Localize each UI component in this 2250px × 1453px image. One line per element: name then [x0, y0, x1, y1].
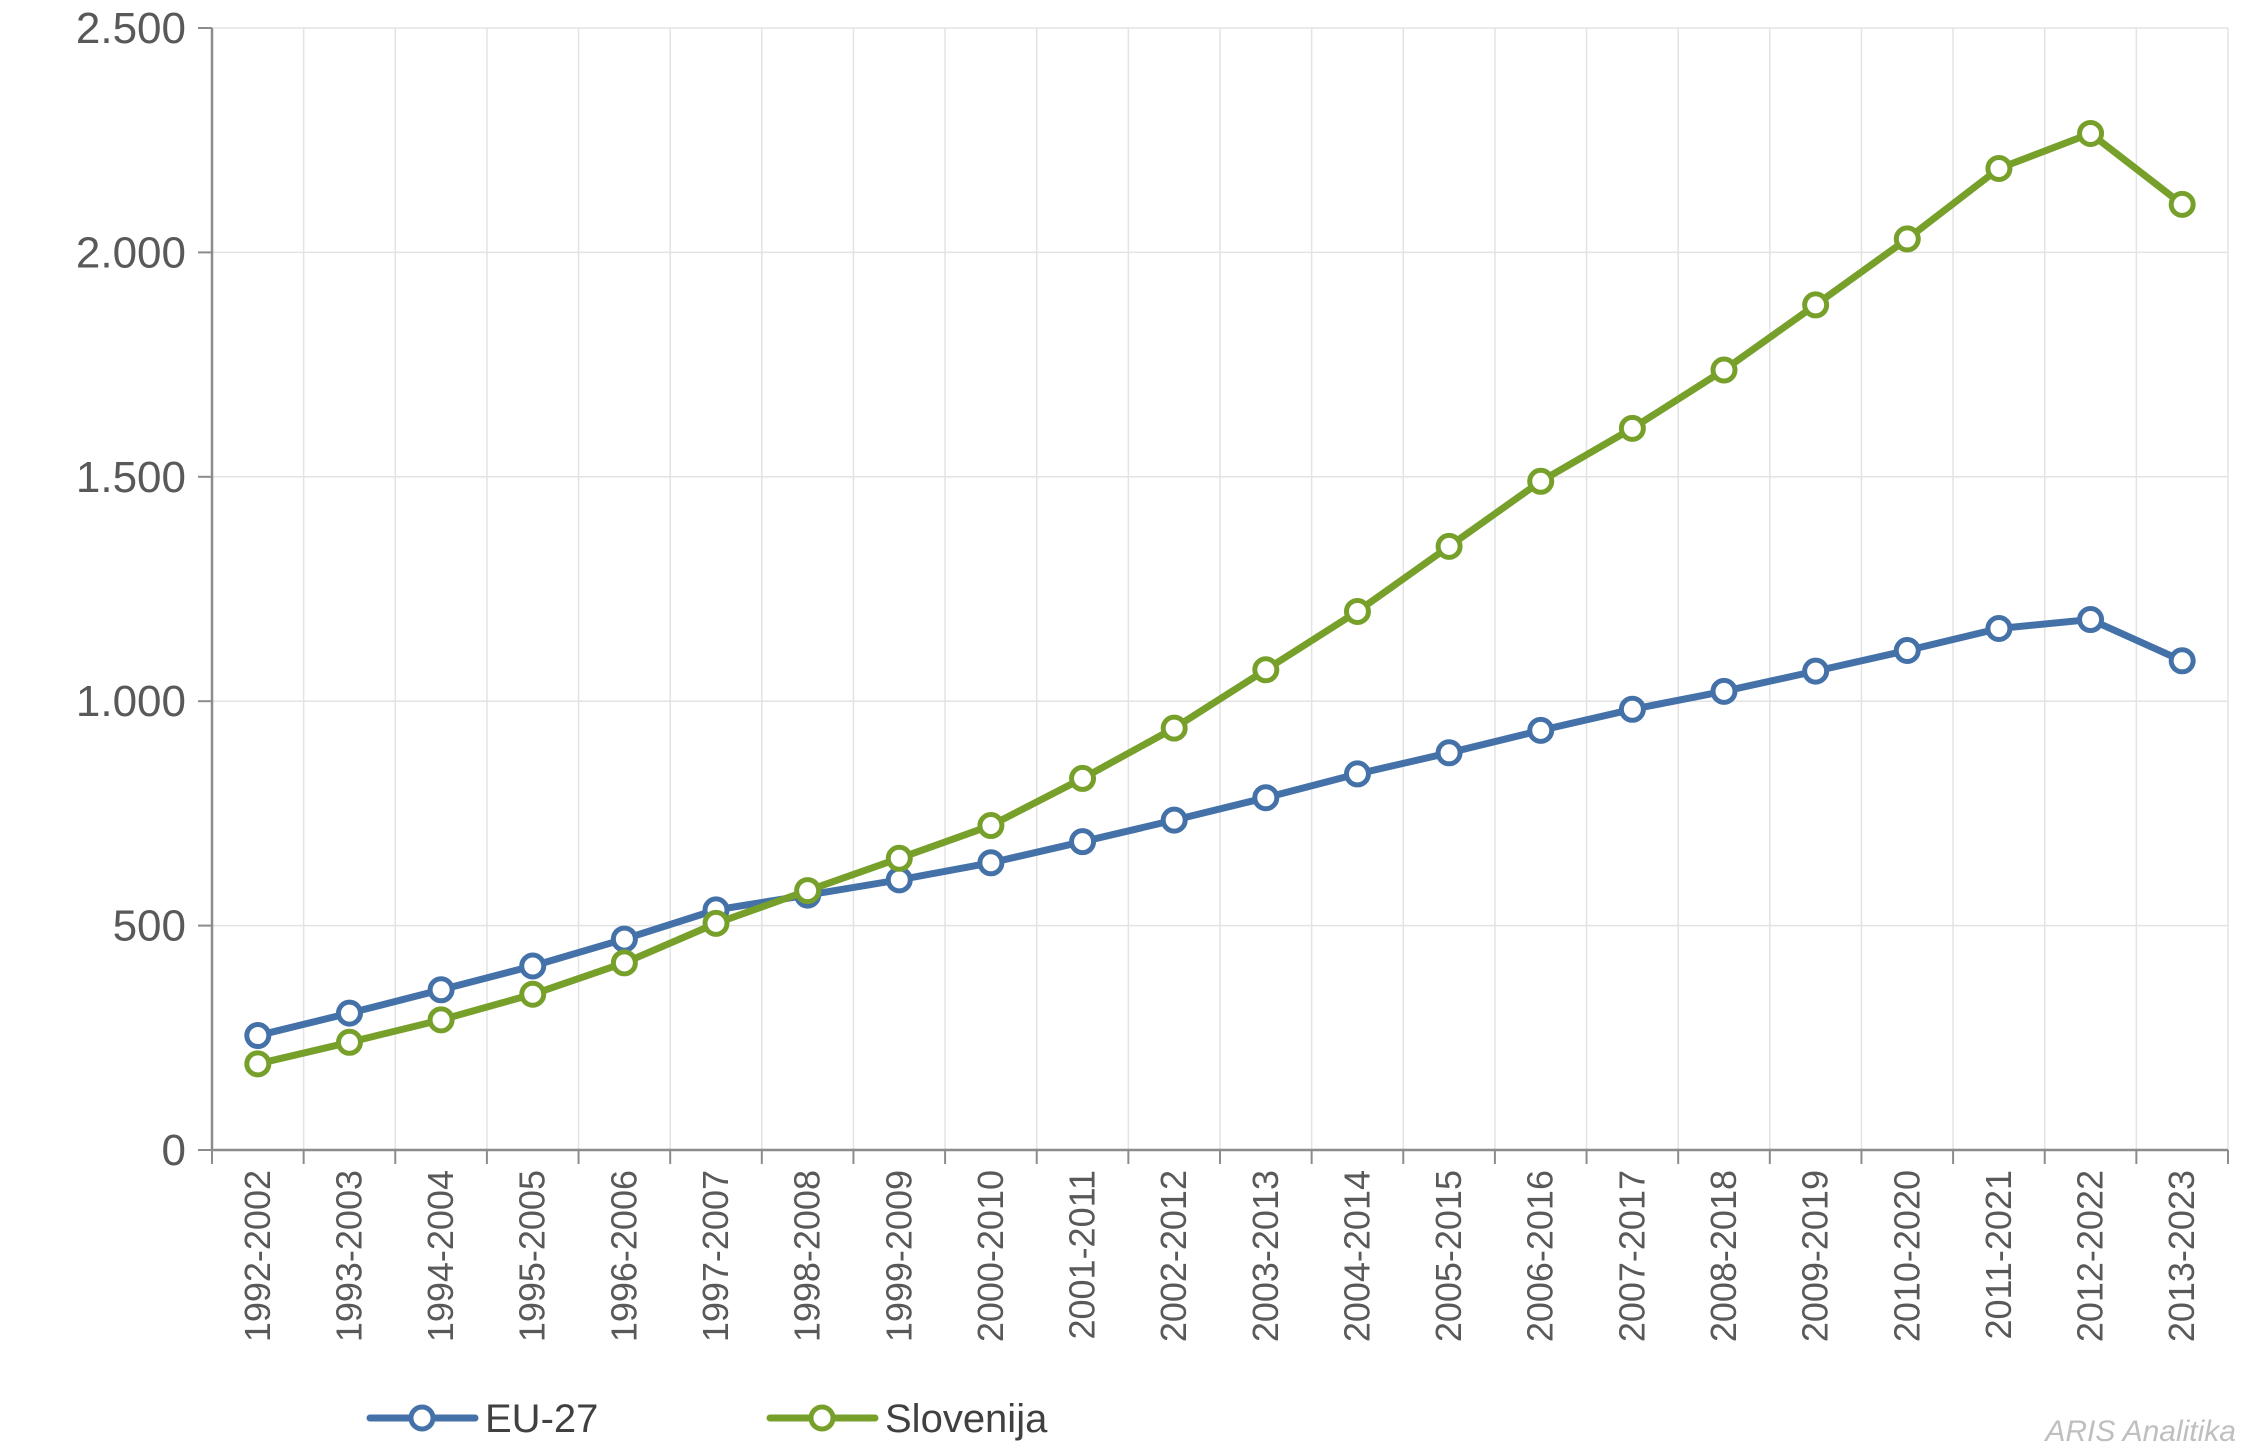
series-lines [244, 119, 2196, 1078]
x-tick-label: 2011-2021 [1978, 1170, 2019, 1340]
data-point [794, 877, 822, 905]
data-point [1160, 806, 1188, 834]
x-tick-label: 1995-2005 [512, 1170, 553, 1342]
series-0 [244, 606, 2196, 1050]
x-tick-label: 1992-2002 [237, 1170, 278, 1342]
x-tick-label: 2006-2016 [1520, 1170, 1561, 1342]
data-point [519, 952, 547, 980]
data-point [2077, 606, 2105, 634]
data-point [1069, 828, 1097, 856]
y-tick-label: 0 [162, 1126, 186, 1175]
axes [198, 27, 2229, 1164]
data-point [1252, 656, 1280, 684]
data-point [702, 909, 730, 937]
y-tick-label: 1.500 [76, 453, 186, 502]
y-tick-labels: 0 500 1.000 1.500 2.000 2.500 [76, 4, 186, 1175]
x-tick-label: 2001-2011 [1062, 1170, 1103, 1340]
legend: EU-27 Slovenija [366, 1397, 1048, 1441]
x-tick-labels: 1992-2002 1993-2003 1994-2004 1995-2005 1996… [237, 1170, 2202, 1342]
data-point [1160, 714, 1188, 742]
y-tick-label: 2.000 [76, 228, 186, 277]
x-tick-label: 1997-2007 [695, 1170, 736, 1342]
data-point [1802, 291, 1830, 319]
data-point [335, 999, 363, 1027]
data-point [1618, 414, 1646, 442]
data-point [1710, 677, 1738, 705]
legend-marker [408, 1404, 436, 1432]
legend-label: Slovenija [885, 1397, 1048, 1441]
data-point [1343, 597, 1371, 625]
data-point [1985, 154, 2013, 182]
series-line [254, 616, 2186, 1040]
legend-item-1: Slovenija [766, 1397, 1048, 1441]
data-point [1435, 532, 1463, 560]
data-point [1985, 614, 2013, 642]
data-point [1343, 760, 1371, 788]
data-point [1618, 695, 1646, 723]
data-point [1527, 716, 1555, 744]
legend-item-0: EU-27 [366, 1397, 598, 1441]
data-point [1802, 657, 1830, 685]
data-point [1527, 467, 1555, 495]
data-point [2077, 119, 2105, 147]
watermark-text: ARIS Analitika [2043, 1415, 2236, 1448]
x-tick-label: 1994-2004 [420, 1170, 461, 1342]
x-tick-label: 2008-2018 [1703, 1170, 1744, 1342]
data-point [1710, 356, 1738, 384]
x-tick-label: 2000-2010 [970, 1170, 1011, 1342]
x-tick-label: 2010-2020 [1886, 1170, 1927, 1342]
data-point [885, 844, 913, 872]
data-point [244, 1050, 272, 1078]
data-point [1069, 764, 1097, 792]
data-point [1893, 636, 1921, 664]
x-tick-label: 1999-2009 [878, 1170, 919, 1342]
data-point [427, 976, 455, 1004]
x-tick-label: 2009-2019 [1795, 1170, 1836, 1342]
legend-label: EU-27 [485, 1397, 598, 1441]
x-tick-label: 1998-2008 [787, 1170, 828, 1342]
x-tick-label: 2003-2013 [1245, 1170, 1286, 1342]
x-tick-label: 1993-2003 [328, 1170, 369, 1342]
data-point [610, 949, 638, 977]
data-point [885, 866, 913, 894]
x-tick-label: 2002-2012 [1153, 1170, 1194, 1342]
legend-marker [808, 1404, 836, 1432]
x-tick-label: 2012-2022 [2070, 1170, 2111, 1342]
data-point [610, 925, 638, 953]
data-point [335, 1028, 363, 1056]
y-tick-label: 1.000 [76, 677, 186, 726]
data-point [427, 1006, 455, 1034]
x-tick-label: 2007-2017 [1611, 1170, 1652, 1342]
data-point [1893, 225, 1921, 253]
y-tick-label: 500 [113, 902, 186, 951]
gridlines [212, 27, 2229, 1150]
y-tick-label: 2.500 [76, 4, 186, 53]
data-point [2168, 647, 2196, 675]
data-point [977, 849, 1005, 877]
data-point [1252, 784, 1280, 812]
x-tick-label: 2013-2023 [2161, 1170, 2202, 1342]
series-1 [244, 119, 2196, 1078]
x-tick-label: 2005-2015 [1428, 1170, 1469, 1342]
x-tick-label: 2004-2014 [1336, 1170, 1377, 1342]
data-point [977, 812, 1005, 840]
x-tick-label: 1996-2006 [603, 1170, 644, 1342]
data-point [2168, 190, 2196, 218]
data-point [519, 980, 547, 1008]
data-point [1435, 739, 1463, 767]
series-line [254, 129, 2186, 1068]
data-point [244, 1022, 272, 1050]
